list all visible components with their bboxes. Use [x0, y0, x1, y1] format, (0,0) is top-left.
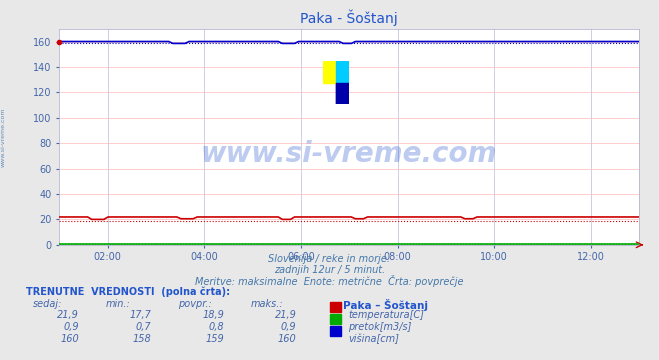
Text: Meritve: maksimalne  Enote: metrične  Črta: povprečje: Meritve: maksimalne Enote: metrične Črta…	[195, 275, 464, 287]
Title: Paka - Šoštanj: Paka - Šoštanj	[301, 10, 398, 26]
Text: 17,7: 17,7	[130, 310, 152, 320]
Text: 159: 159	[206, 334, 224, 344]
Text: Slovenija / reke in morje.: Slovenija / reke in morje.	[268, 254, 391, 264]
Text: Paka – Šoštanj: Paka – Šoštanj	[343, 299, 428, 311]
Text: 21,9: 21,9	[275, 310, 297, 320]
Text: maks.:: maks.:	[250, 299, 283, 309]
Text: 21,9: 21,9	[57, 310, 79, 320]
Text: 18,9: 18,9	[202, 310, 224, 320]
Text: TRENUTNE  VREDNOSTI  (polna črta):: TRENUTNE VREDNOSTI (polna črta):	[26, 286, 231, 297]
Text: 0,9: 0,9	[281, 322, 297, 332]
Text: zadnjih 12ur / 5 minut.: zadnjih 12ur / 5 minut.	[274, 265, 385, 275]
Text: temperatura[C]: temperatura[C]	[348, 310, 424, 320]
Text: višina[cm]: višina[cm]	[348, 334, 399, 345]
Text: sedaj:: sedaj:	[33, 299, 63, 309]
Text: 0,7: 0,7	[136, 322, 152, 332]
Text: 0,8: 0,8	[208, 322, 224, 332]
Text: min.:: min.:	[105, 299, 130, 309]
Text: www.si-vreme.com: www.si-vreme.com	[1, 107, 6, 167]
Text: 0,9: 0,9	[63, 322, 79, 332]
Text: 160: 160	[278, 334, 297, 344]
Text: 158: 158	[133, 334, 152, 344]
Text: pretok[m3/s]: pretok[m3/s]	[348, 322, 411, 332]
Text: www.si-vreme.com: www.si-vreme.com	[201, 140, 498, 168]
Text: 160: 160	[61, 334, 79, 344]
Text: povpr.:: povpr.:	[178, 299, 212, 309]
